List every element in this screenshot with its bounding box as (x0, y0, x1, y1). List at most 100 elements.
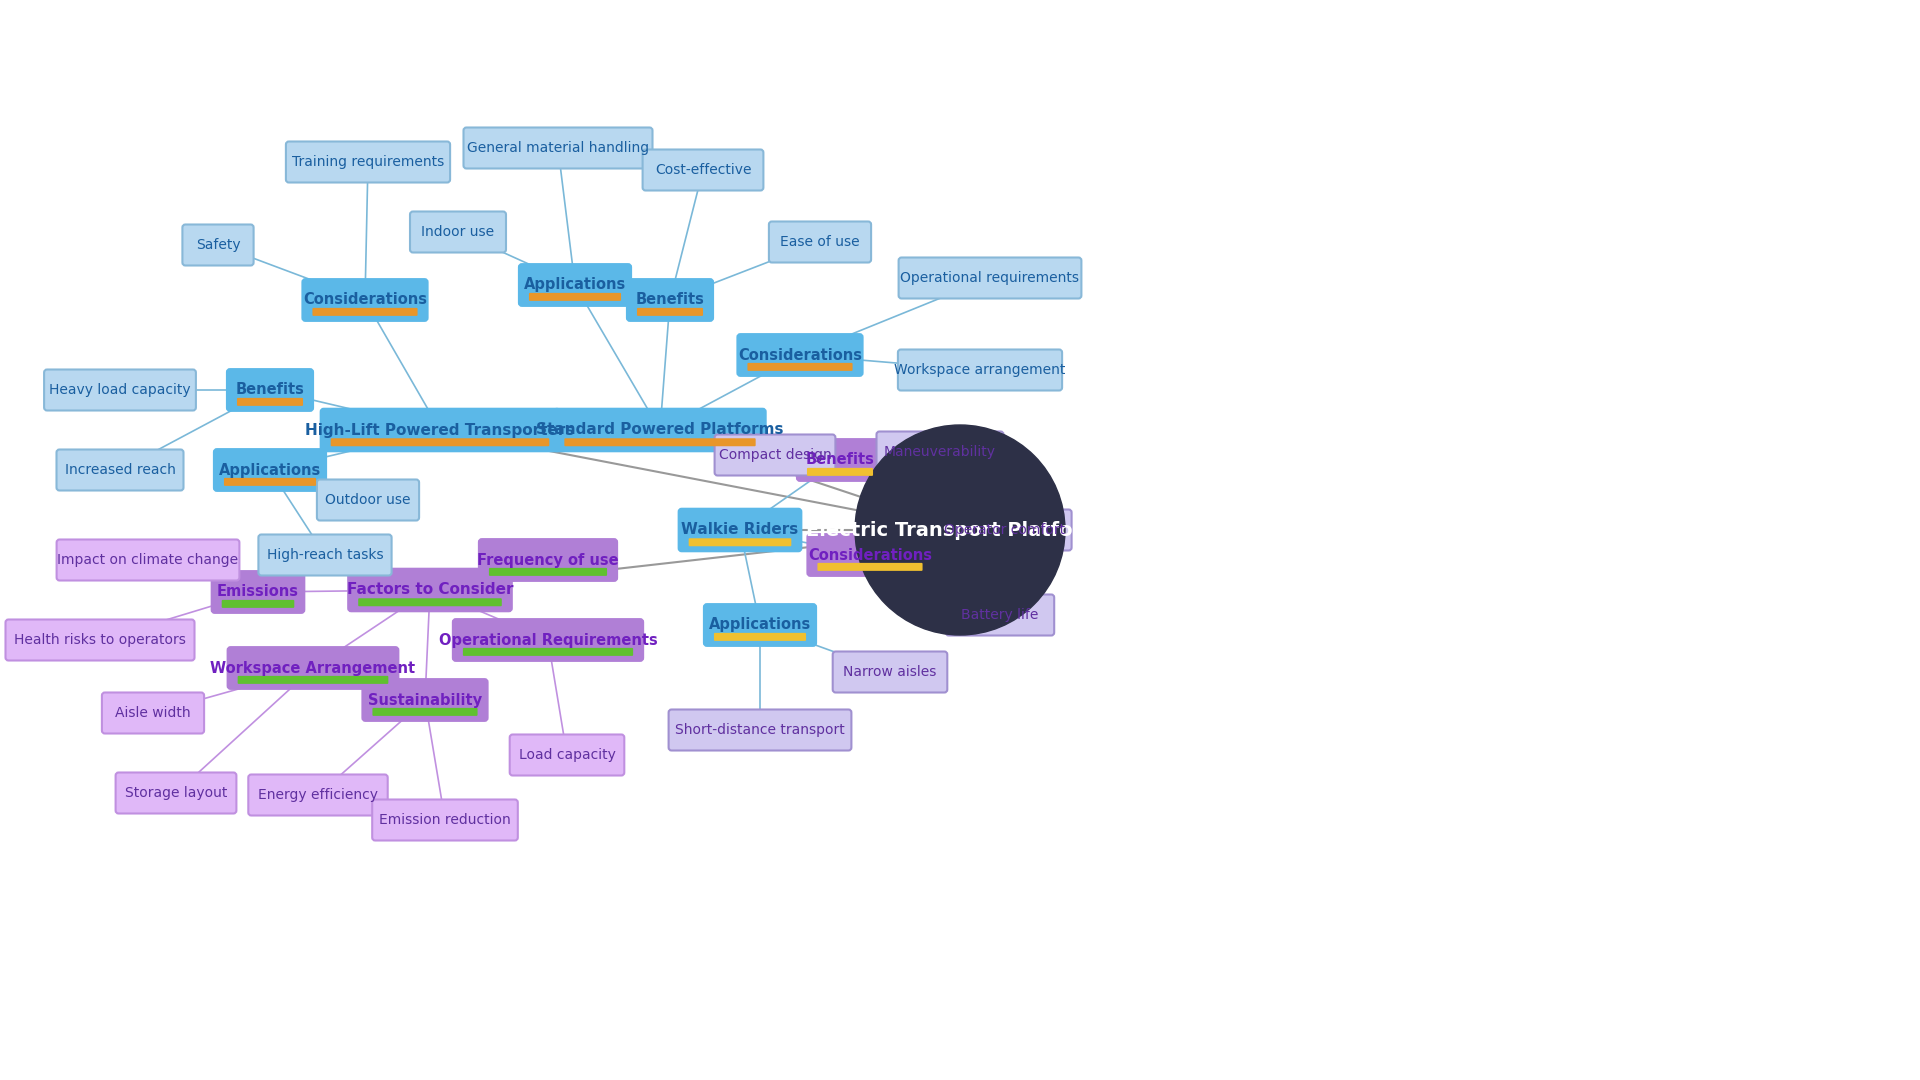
Text: Maneuverability: Maneuverability (883, 445, 996, 459)
Text: Electric Transport Platforms: Electric Transport Platforms (806, 521, 1114, 540)
FancyBboxPatch shape (628, 279, 712, 321)
FancyBboxPatch shape (463, 127, 653, 168)
FancyBboxPatch shape (236, 397, 303, 406)
FancyBboxPatch shape (182, 225, 253, 266)
FancyBboxPatch shape (797, 440, 883, 481)
FancyBboxPatch shape (221, 599, 294, 608)
FancyBboxPatch shape (806, 468, 874, 476)
Text: Health risks to operators: Health risks to operators (13, 633, 186, 647)
Text: Standard Powered Platforms: Standard Powered Platforms (536, 422, 783, 437)
Text: Emissions: Emissions (217, 584, 300, 599)
FancyBboxPatch shape (877, 432, 1004, 473)
FancyBboxPatch shape (321, 408, 559, 451)
Text: Ease of use: Ease of use (780, 235, 860, 249)
FancyBboxPatch shape (555, 408, 766, 451)
FancyBboxPatch shape (259, 535, 392, 576)
Text: Applications: Applications (219, 462, 321, 477)
FancyBboxPatch shape (490, 568, 607, 576)
Text: Operational requirements: Operational requirements (900, 271, 1079, 285)
FancyBboxPatch shape (689, 538, 791, 546)
FancyBboxPatch shape (637, 308, 703, 315)
FancyBboxPatch shape (768, 221, 872, 262)
Text: Applications: Applications (524, 278, 626, 293)
FancyBboxPatch shape (56, 540, 240, 581)
FancyBboxPatch shape (313, 308, 417, 315)
Text: Operator comfort: Operator comfort (945, 523, 1066, 537)
FancyBboxPatch shape (518, 265, 632, 306)
Text: General material handling: General material handling (467, 141, 649, 156)
FancyBboxPatch shape (317, 480, 419, 521)
Text: Indoor use: Indoor use (420, 225, 495, 239)
Text: Emission reduction: Emission reduction (378, 813, 511, 827)
FancyBboxPatch shape (102, 692, 204, 733)
FancyBboxPatch shape (714, 633, 806, 640)
Text: Factors to Consider: Factors to Consider (348, 582, 513, 597)
FancyBboxPatch shape (238, 676, 388, 684)
FancyBboxPatch shape (453, 619, 643, 661)
FancyBboxPatch shape (303, 279, 428, 321)
FancyBboxPatch shape (56, 449, 184, 490)
FancyBboxPatch shape (528, 293, 620, 301)
FancyBboxPatch shape (115, 772, 236, 813)
FancyBboxPatch shape (372, 799, 518, 840)
FancyBboxPatch shape (44, 369, 196, 410)
FancyBboxPatch shape (330, 438, 549, 446)
Text: Operational Requirements: Operational Requirements (438, 633, 657, 648)
Text: Storage layout: Storage layout (125, 786, 227, 800)
FancyBboxPatch shape (372, 707, 478, 716)
FancyBboxPatch shape (411, 212, 507, 253)
Text: Narrow aisles: Narrow aisles (843, 665, 937, 679)
Text: Increased reach: Increased reach (65, 463, 175, 477)
Text: Outdoor use: Outdoor use (324, 492, 411, 507)
Text: Benefits: Benefits (236, 382, 305, 397)
FancyBboxPatch shape (737, 334, 862, 376)
FancyBboxPatch shape (818, 563, 924, 571)
Text: Load capacity: Load capacity (518, 748, 616, 762)
Text: Aisle width: Aisle width (115, 706, 190, 720)
FancyBboxPatch shape (668, 710, 851, 751)
Text: High-Lift Powered Transporters: High-Lift Powered Transporters (305, 422, 574, 437)
Text: Considerations: Considerations (303, 293, 426, 308)
FancyBboxPatch shape (211, 571, 303, 612)
FancyBboxPatch shape (286, 141, 449, 183)
FancyBboxPatch shape (213, 449, 326, 491)
FancyBboxPatch shape (248, 774, 388, 815)
FancyBboxPatch shape (564, 438, 756, 446)
FancyBboxPatch shape (348, 569, 513, 611)
Text: Impact on climate change: Impact on climate change (58, 553, 238, 567)
Text: Walkie Riders: Walkie Riders (682, 523, 799, 538)
Circle shape (854, 426, 1066, 635)
Text: Benefits: Benefits (806, 453, 874, 468)
FancyBboxPatch shape (939, 510, 1071, 551)
FancyBboxPatch shape (899, 350, 1062, 391)
Text: Considerations: Considerations (737, 348, 862, 363)
Text: Applications: Applications (708, 618, 810, 633)
Text: Workspace arrangement: Workspace arrangement (895, 363, 1066, 377)
FancyBboxPatch shape (463, 648, 634, 656)
FancyBboxPatch shape (678, 509, 801, 551)
FancyBboxPatch shape (6, 620, 194, 661)
Text: High-reach tasks: High-reach tasks (267, 548, 384, 562)
FancyBboxPatch shape (363, 679, 488, 720)
Text: Benefits: Benefits (636, 293, 705, 308)
FancyBboxPatch shape (705, 604, 816, 646)
FancyBboxPatch shape (714, 434, 835, 475)
Text: Heavy load capacity: Heavy load capacity (50, 383, 190, 397)
FancyBboxPatch shape (899, 257, 1081, 298)
FancyBboxPatch shape (509, 734, 624, 775)
FancyBboxPatch shape (643, 149, 764, 190)
Text: Battery life: Battery life (962, 608, 1039, 622)
Text: Workspace Arrangement: Workspace Arrangement (211, 661, 415, 675)
Text: Compact design: Compact design (718, 448, 831, 462)
Text: Cost-effective: Cost-effective (655, 163, 751, 177)
FancyBboxPatch shape (228, 647, 397, 689)
Text: Sustainability: Sustainability (369, 692, 482, 707)
Text: Safety: Safety (196, 238, 240, 252)
FancyBboxPatch shape (947, 594, 1054, 635)
FancyBboxPatch shape (747, 363, 852, 370)
Text: Considerations: Considerations (808, 548, 931, 563)
FancyBboxPatch shape (225, 477, 317, 486)
Text: Frequency of use: Frequency of use (478, 553, 618, 567)
Text: Energy efficiency: Energy efficiency (257, 788, 378, 802)
Text: Training requirements: Training requirements (292, 156, 444, 168)
